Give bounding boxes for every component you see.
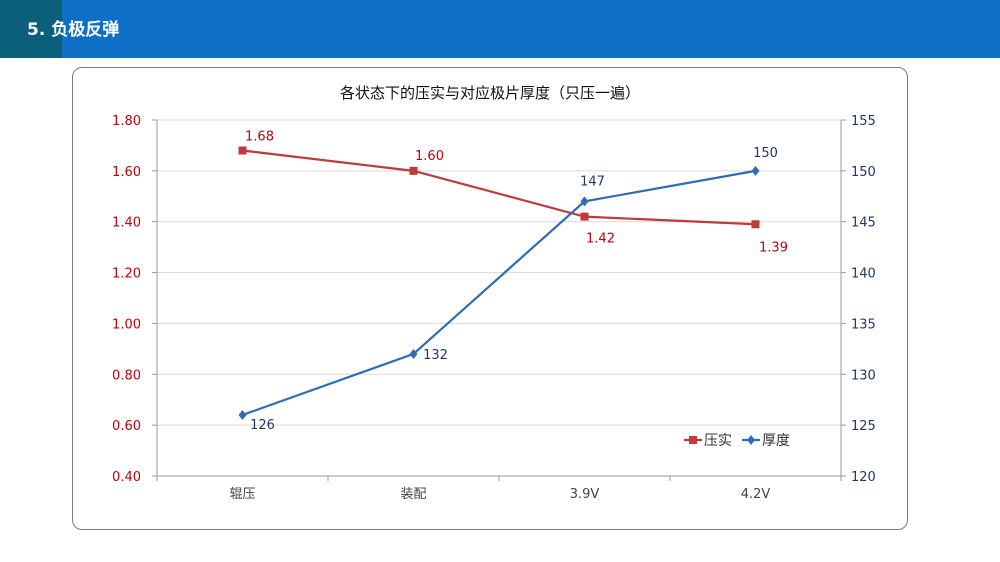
data-label: 126 <box>250 418 275 433</box>
y-left-tick-label: 1.00 <box>112 317 141 332</box>
header-bar <box>0 0 1000 58</box>
y-right-tick-label: 140 <box>851 267 876 282</box>
data-point-marker <box>580 212 589 221</box>
y-right-tick-label: 150 <box>851 165 876 180</box>
y-left-tick-label: 1.40 <box>112 216 141 231</box>
x-tick-label: 3.9V <box>570 487 600 502</box>
y-right-tick-label: 155 <box>851 114 876 129</box>
series-line-thickness <box>242 169 756 417</box>
chart-title: 各状态下的压实与对应极片厚度（只压一遍） <box>340 84 640 102</box>
y-left-tick-label: 0.40 <box>112 470 141 485</box>
data-label: 132 <box>423 348 448 363</box>
y-right-tick-label: 120 <box>851 470 876 485</box>
data-point-marker <box>238 409 247 420</box>
header-accent-tab <box>0 0 62 58</box>
y-left-tick-label: 0.80 <box>112 368 141 383</box>
legend: 压实 厚度 <box>684 433 790 449</box>
data-label: 150 <box>753 146 778 161</box>
data-point-marker <box>580 196 589 207</box>
y-left-tick-label: 1.80 <box>112 114 141 129</box>
legend-swatch-marker <box>747 435 755 445</box>
data-point-marker <box>409 348 418 359</box>
data-label: 147 <box>580 174 605 189</box>
series-line-density <box>242 149 756 226</box>
y-left-tick-label: 0.60 <box>112 419 141 434</box>
data-point-marker <box>751 220 760 229</box>
y-left-tick-label: 1.60 <box>112 165 141 180</box>
y-right-tick-label: 130 <box>851 368 876 383</box>
data-point-marker <box>409 166 418 175</box>
data-label: 1.42 <box>586 232 615 247</box>
y-right-tick-label: 145 <box>851 216 876 231</box>
data-label: 1.68 <box>245 130 274 145</box>
legend-swatch-marker <box>689 436 697 444</box>
data-point-marker <box>238 146 247 155</box>
series <box>238 146 760 420</box>
x-tick-label: 辊压 <box>229 487 255 502</box>
chart-card <box>72 67 908 530</box>
page-title: 5. 负极反弹 <box>27 20 120 40</box>
legend-label: 压实 <box>704 433 732 449</box>
x-tick-label: 4.2V <box>741 487 771 502</box>
y-left-tick-label: 1.20 <box>112 267 141 282</box>
legend-label: 厚度 <box>762 433 790 449</box>
data-labels: 1.68 1.60 1.42 1.39 126 132 147 150 <box>245 130 788 433</box>
data-point-marker <box>751 165 760 176</box>
x-tick-label: 装配 <box>400 487 426 502</box>
y-right-tick-label: 135 <box>851 317 876 332</box>
data-label: 1.60 <box>415 149 444 164</box>
y-right-tick-label: 125 <box>851 419 876 434</box>
axes: 0.40 0.60 0.80 1.00 1.20 1.40 1.60 1.80 120 125 13… <box>112 114 876 502</box>
data-label: 1.39 <box>759 240 788 255</box>
